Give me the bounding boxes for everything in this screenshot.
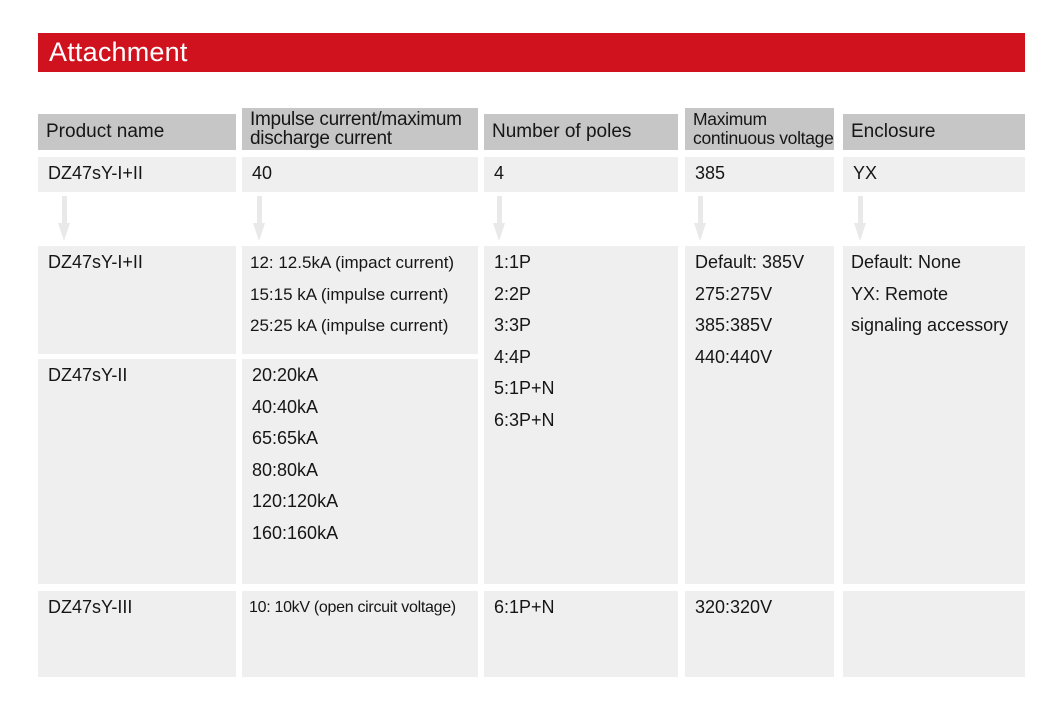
col-header-enclosure: Enclosure xyxy=(843,114,1025,150)
down-arrow-icon xyxy=(854,196,867,241)
detail-poles-options: 1:1P 2:2P 3:3P 4:4P 5:1P+N 6:3P+N xyxy=(484,246,678,584)
down-arrow-icon xyxy=(493,196,506,241)
selected-enclosure: YX xyxy=(843,157,1025,192)
down-arrow-icon xyxy=(58,196,71,241)
detail-product-name-3: DZ47sY-III xyxy=(38,591,236,677)
detail-voltage-options: Default: 385V 275:275V 385:385V 440:440V xyxy=(685,246,834,584)
down-arrow-icon xyxy=(253,196,266,241)
selected-poles: 4 xyxy=(484,157,678,192)
detail-poles-option-3: 6:1P+N xyxy=(484,591,678,677)
detail-impulse-option-3: 10: 10kV (open circuit voltage) xyxy=(242,591,478,677)
detail-product-name-1: DZ47sY-I+II xyxy=(38,246,236,354)
detail-impulse-options-2: 20:20kA 40:40kA 65:65kA 80:80kA 120:120kA 160… xyxy=(242,359,478,584)
col-header-impulse-current: Impulse current/maximum discharge curren… xyxy=(242,108,478,150)
col-header-number-of-poles: Number of poles xyxy=(484,114,678,150)
col-header-product-name: Product name xyxy=(38,114,236,150)
detail-product-name-2: DZ47sY-II xyxy=(38,359,236,584)
selected-impulse-current: 40 xyxy=(242,157,478,192)
selected-voltage: 385 xyxy=(685,157,834,192)
detail-voltage-option-3: 320:320V xyxy=(685,591,834,677)
page-title: Attachment xyxy=(49,37,188,67)
selected-product-name: DZ47sY-I+II xyxy=(38,157,236,192)
detail-enclosure-option-3 xyxy=(843,591,1025,677)
detail-enclosure-options: Default: None YX: Remote signaling access… xyxy=(843,246,1025,584)
section-title-bar: Attachment xyxy=(38,33,1025,72)
down-arrow-icon xyxy=(694,196,707,241)
col-header-max-continuous-voltage: Maximum continuous voltage xyxy=(685,108,834,150)
detail-impulse-options-1: 12: 12.5kA (impact current) 15:15 kA (imp… xyxy=(242,246,478,354)
